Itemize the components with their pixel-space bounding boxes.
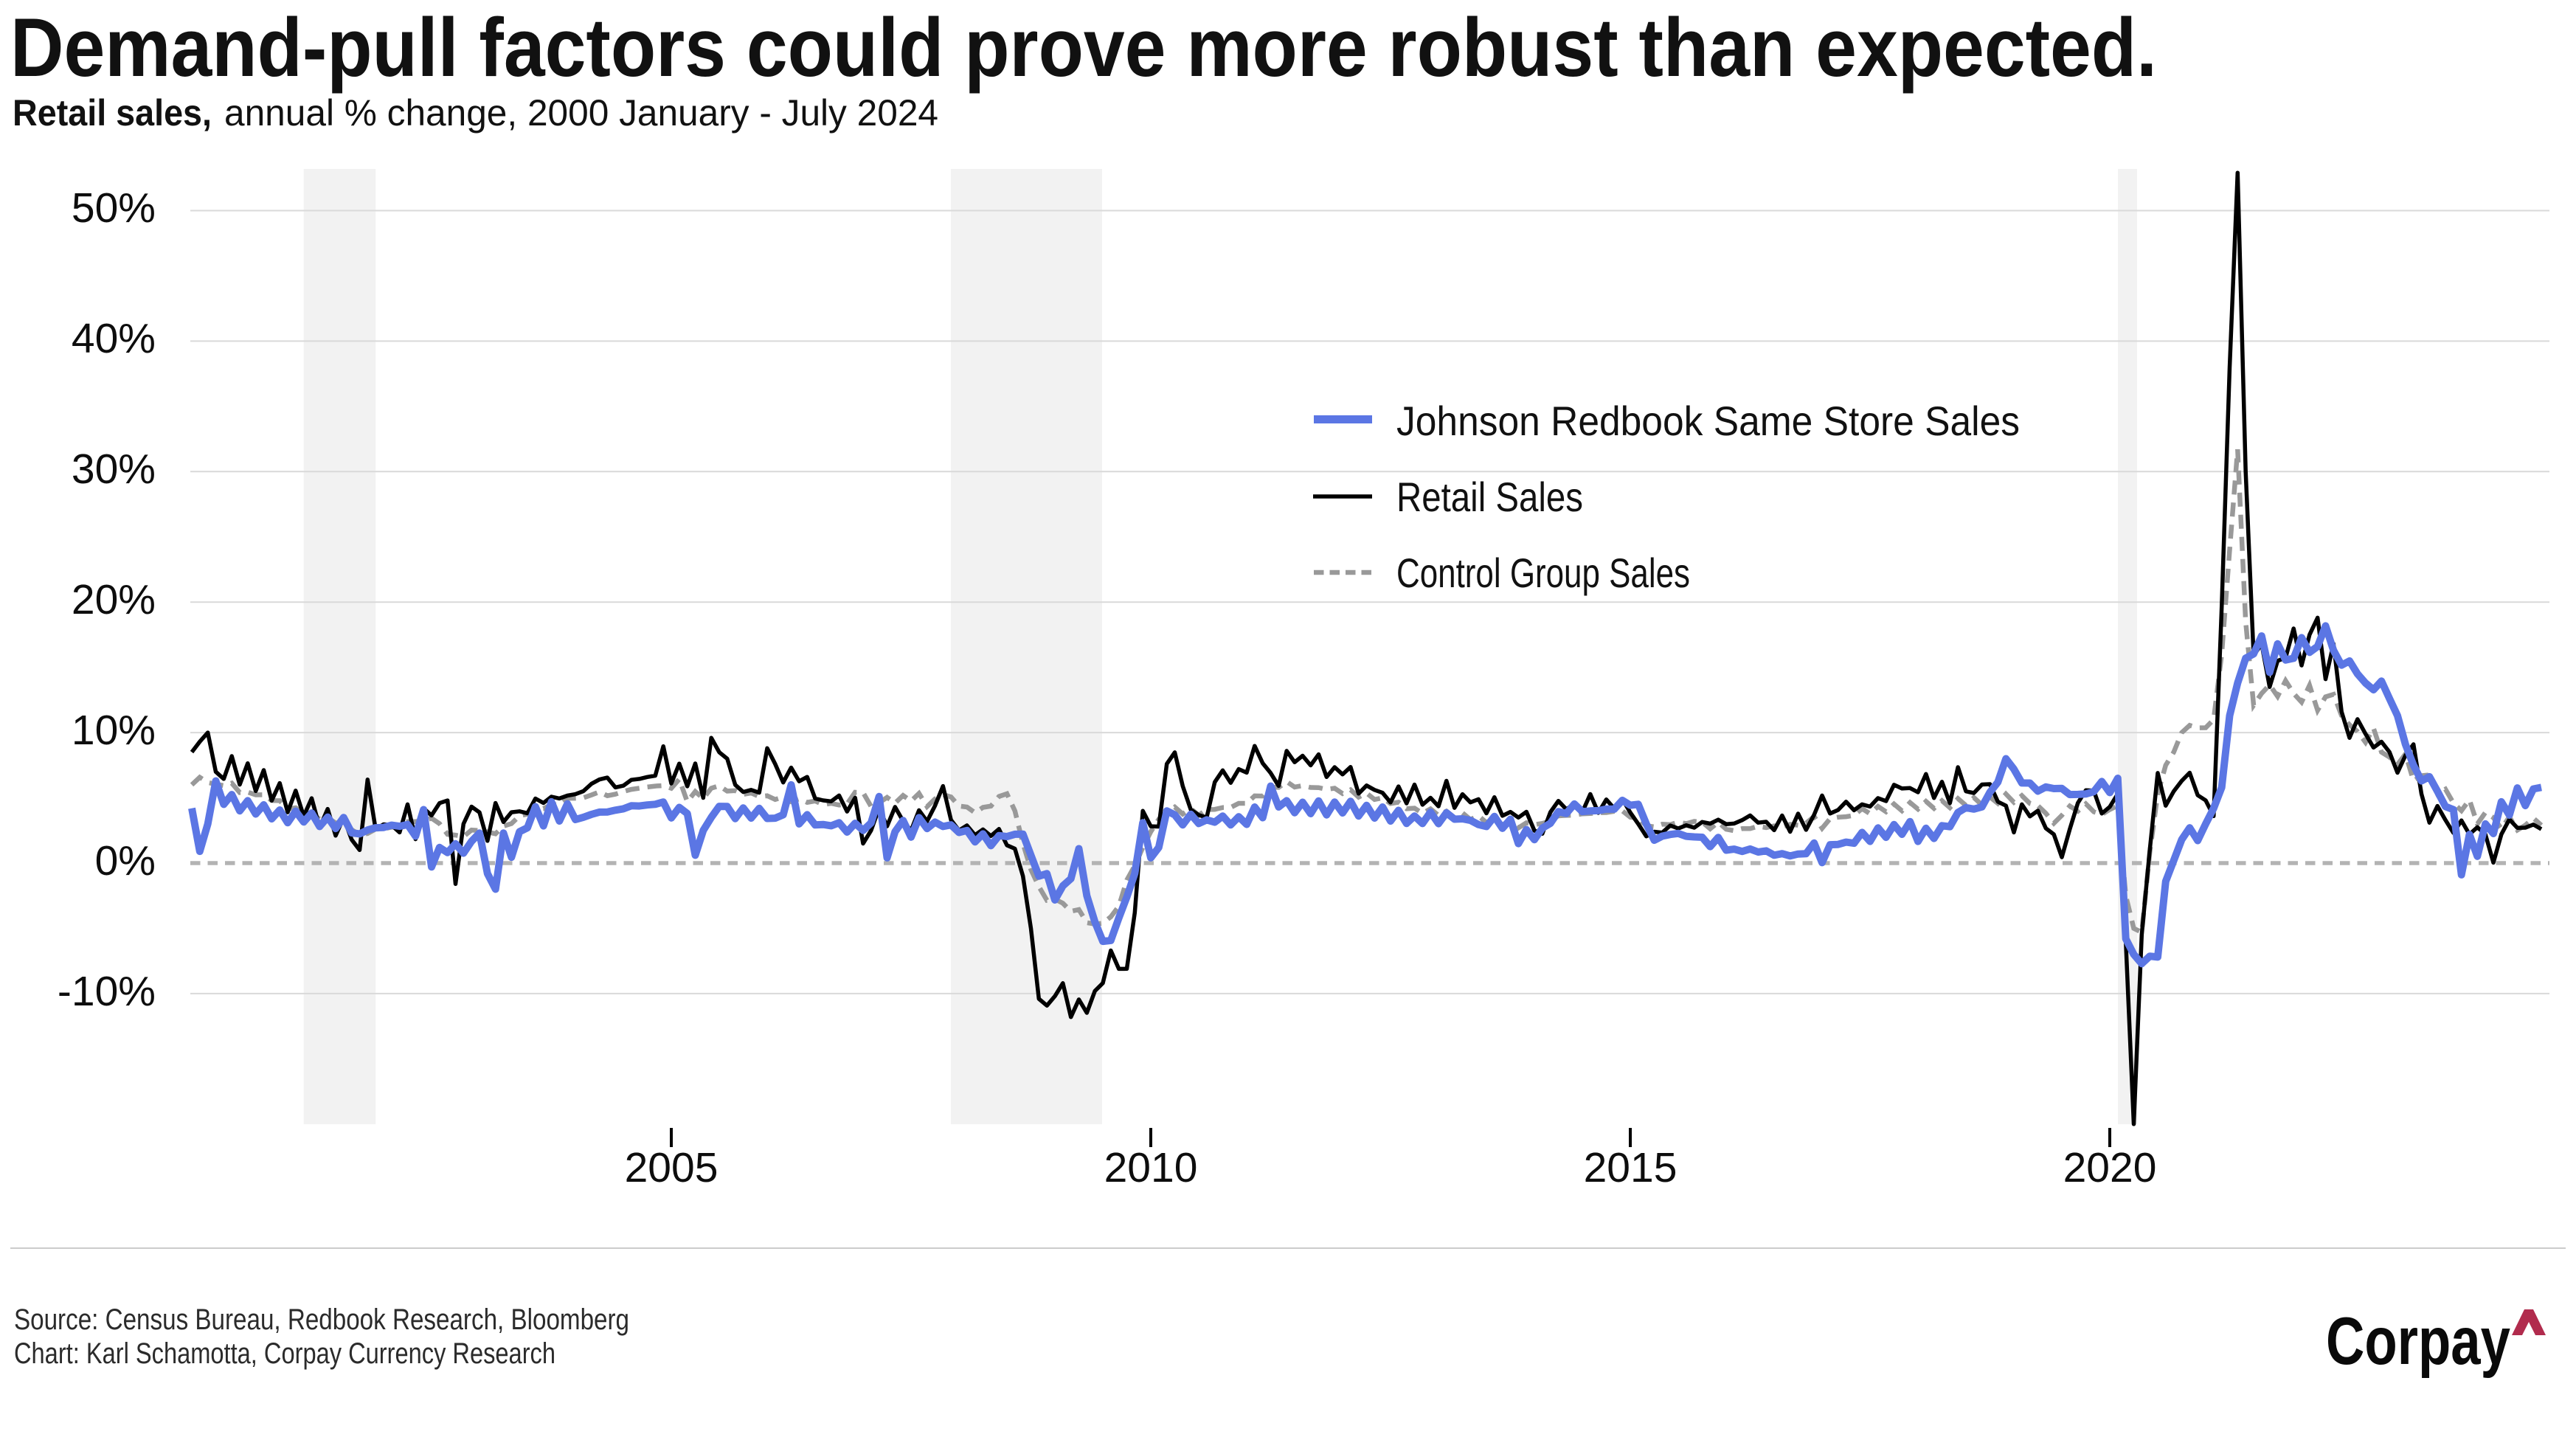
svg-text:Johnson Redbook Same Store Sal: Johnson Redbook Same Store Sales — [1396, 398, 2020, 444]
svg-text:2015: 2015 — [1584, 1144, 1677, 1191]
svg-text:2020: 2020 — [2063, 1144, 2157, 1191]
svg-text:2010: 2010 — [1104, 1144, 1198, 1191]
svg-text:Corpay: Corpay — [2326, 1304, 2510, 1379]
svg-text:10%: 10% — [72, 707, 156, 754]
svg-text:-10%: -10% — [58, 968, 156, 1015]
svg-text:2005: 2005 — [625, 1144, 719, 1191]
svg-text:Demand-pull factors could prov: Demand-pull factors could prove more rob… — [10, 1, 2157, 94]
svg-text:30%: 30% — [72, 446, 156, 493]
svg-text:Source: Census Bureau, Redbook: Source: Census Bureau, Redbook Research,… — [14, 1303, 629, 1336]
svg-text:50%: 50% — [72, 184, 156, 232]
svg-text:Retail Sales: Retail Sales — [1396, 474, 1583, 520]
svg-text:Control Group Sales: Control Group Sales — [1396, 550, 1690, 596]
svg-text:40%: 40% — [72, 315, 156, 362]
svg-text:Retail sales,annual % change,: Retail sales, annual % change, 2000 Janua… — [13, 92, 938, 134]
svg-text:Chart: Karl Schamotta, Corpay: Chart: Karl Schamotta, Corpay Currency R… — [14, 1337, 555, 1370]
svg-text:0%: 0% — [95, 837, 156, 884]
svg-text:20%: 20% — [72, 576, 156, 623]
